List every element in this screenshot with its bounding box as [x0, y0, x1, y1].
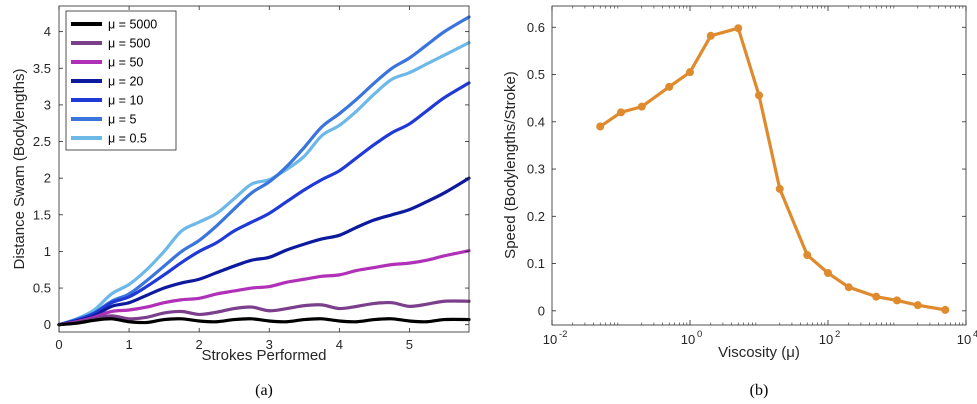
data-point	[872, 292, 881, 301]
y-tick-label: 0.5	[33, 281, 51, 296]
data-point	[637, 102, 646, 111]
x-tick-label: 10 0	[681, 329, 703, 347]
y-tick-label: 0.1	[527, 256, 545, 271]
y-tick-label: 2.5	[33, 134, 51, 149]
data-point	[706, 31, 715, 40]
y-tick-label: 1	[44, 244, 51, 259]
panel-b: 10 -2 10 0 10 2 10 400.10.20.30.40.50.6 Viscosi…	[502, 5, 977, 399]
series-line-0	[57, 317, 471, 327]
legend-entry: μ = 0.5	[108, 132, 147, 146]
y-tick-label: 0.3	[527, 162, 545, 177]
x-tick-label: 1	[125, 337, 132, 352]
legend-entry: μ = 50	[108, 56, 143, 70]
y-tick-label: 0.4	[527, 114, 545, 129]
data-point	[803, 251, 812, 260]
panel-b-caption: (b)	[750, 382, 769, 399]
series-line-4	[57, 81, 471, 327]
series-line-1	[57, 299, 471, 327]
y-tick-label: 0.2	[527, 209, 545, 224]
y-tick-label: 1.5	[33, 207, 51, 222]
data-point	[844, 283, 853, 292]
x-tick-label: 10 2	[819, 329, 841, 347]
series-line-6	[57, 41, 471, 327]
panel-b-xlabel: Viscosity (μ)	[718, 344, 800, 361]
panel-b-axes-box	[551, 5, 967, 326]
data-point	[824, 269, 832, 278]
legend-entry: μ = 20	[108, 75, 143, 89]
series-line-2	[57, 249, 471, 327]
series-line-3	[57, 176, 471, 327]
panel-b-plot-area	[552, 6, 966, 325]
x-tick-label: 10 -2	[543, 329, 568, 347]
data-point	[755, 91, 763, 100]
panel-b-series-group	[596, 24, 950, 314]
legend-entry: μ = 5000	[108, 18, 157, 32]
panel-a-ylabel: Distance Swam (Bodylengths)	[11, 69, 28, 270]
data-point	[596, 122, 605, 131]
data-point	[775, 184, 784, 193]
y-tick-label: 0.6	[527, 20, 545, 35]
data-point	[686, 68, 694, 77]
panel-a: 0 1 2 3 4 5 0 0.5 1 1.5 2 2.5 3 3.5 4 Strokes Performe…	[11, 5, 471, 399]
y-tick-label: 0.5	[527, 67, 545, 82]
y-tick-label: 3	[44, 97, 51, 112]
panel-a-series-group	[57, 15, 471, 327]
panel-a-legend: μ = 5000 μ = 500 μ = 50 μ = 20 μ = 10 μ = 5 μ …	[65, 10, 177, 151]
x-tick-exponent: -2	[559, 329, 567, 340]
series-line-5	[57, 15, 471, 327]
x-tick-label: 2	[196, 337, 203, 352]
x-tick-base: 10	[681, 332, 695, 347]
data-point	[941, 305, 950, 314]
data-point	[617, 108, 625, 117]
data-point	[665, 82, 674, 91]
x-tick-label: 0	[55, 337, 62, 352]
panel-a-xlabel: Strokes Performed	[201, 347, 326, 364]
x-tick-exponent: 4	[973, 329, 977, 340]
x-tick-base: 10	[543, 332, 557, 347]
y-tick-label: 2	[44, 171, 51, 186]
panel-b-ticks: 10 -2 10 0 10 2 10 400.10.20.30.40.50.6	[527, 6, 977, 347]
legend-entry: μ = 10	[108, 94, 143, 108]
x-tick-label: 3	[266, 337, 273, 352]
panel-a-caption: (a)	[255, 382, 273, 399]
x-tick-base: 10	[957, 332, 971, 347]
y-tick-label: 3.5	[33, 61, 51, 76]
x-tick-exponent: 2	[835, 329, 840, 340]
legend-entry: μ = 5	[108, 113, 136, 127]
x-tick-label: 4	[336, 337, 343, 352]
data-point	[913, 301, 922, 310]
x-tick-label: 5	[406, 337, 413, 352]
x-tick-base: 10	[819, 332, 833, 347]
x-tick-label: 10 4	[957, 329, 977, 347]
data-point	[893, 296, 901, 305]
y-tick-label: 4	[44, 24, 51, 39]
legend-entry: μ = 500	[108, 37, 150, 51]
x-tick-exponent: 0	[697, 329, 702, 340]
panel-b-ylabel: Speed (Bodylengths/Stroke)	[502, 71, 519, 259]
panel-a-ticks: 0 1 2 3 4 5 0 0.5 1 1.5 2 2.5 3 3.5 4	[33, 6, 469, 352]
data-point	[734, 24, 743, 33]
panel-a-axes-box	[58, 5, 470, 333]
speed-line	[599, 26, 946, 312]
y-tick-label: 0	[538, 303, 545, 318]
y-tick-label: 0	[44, 317, 51, 332]
